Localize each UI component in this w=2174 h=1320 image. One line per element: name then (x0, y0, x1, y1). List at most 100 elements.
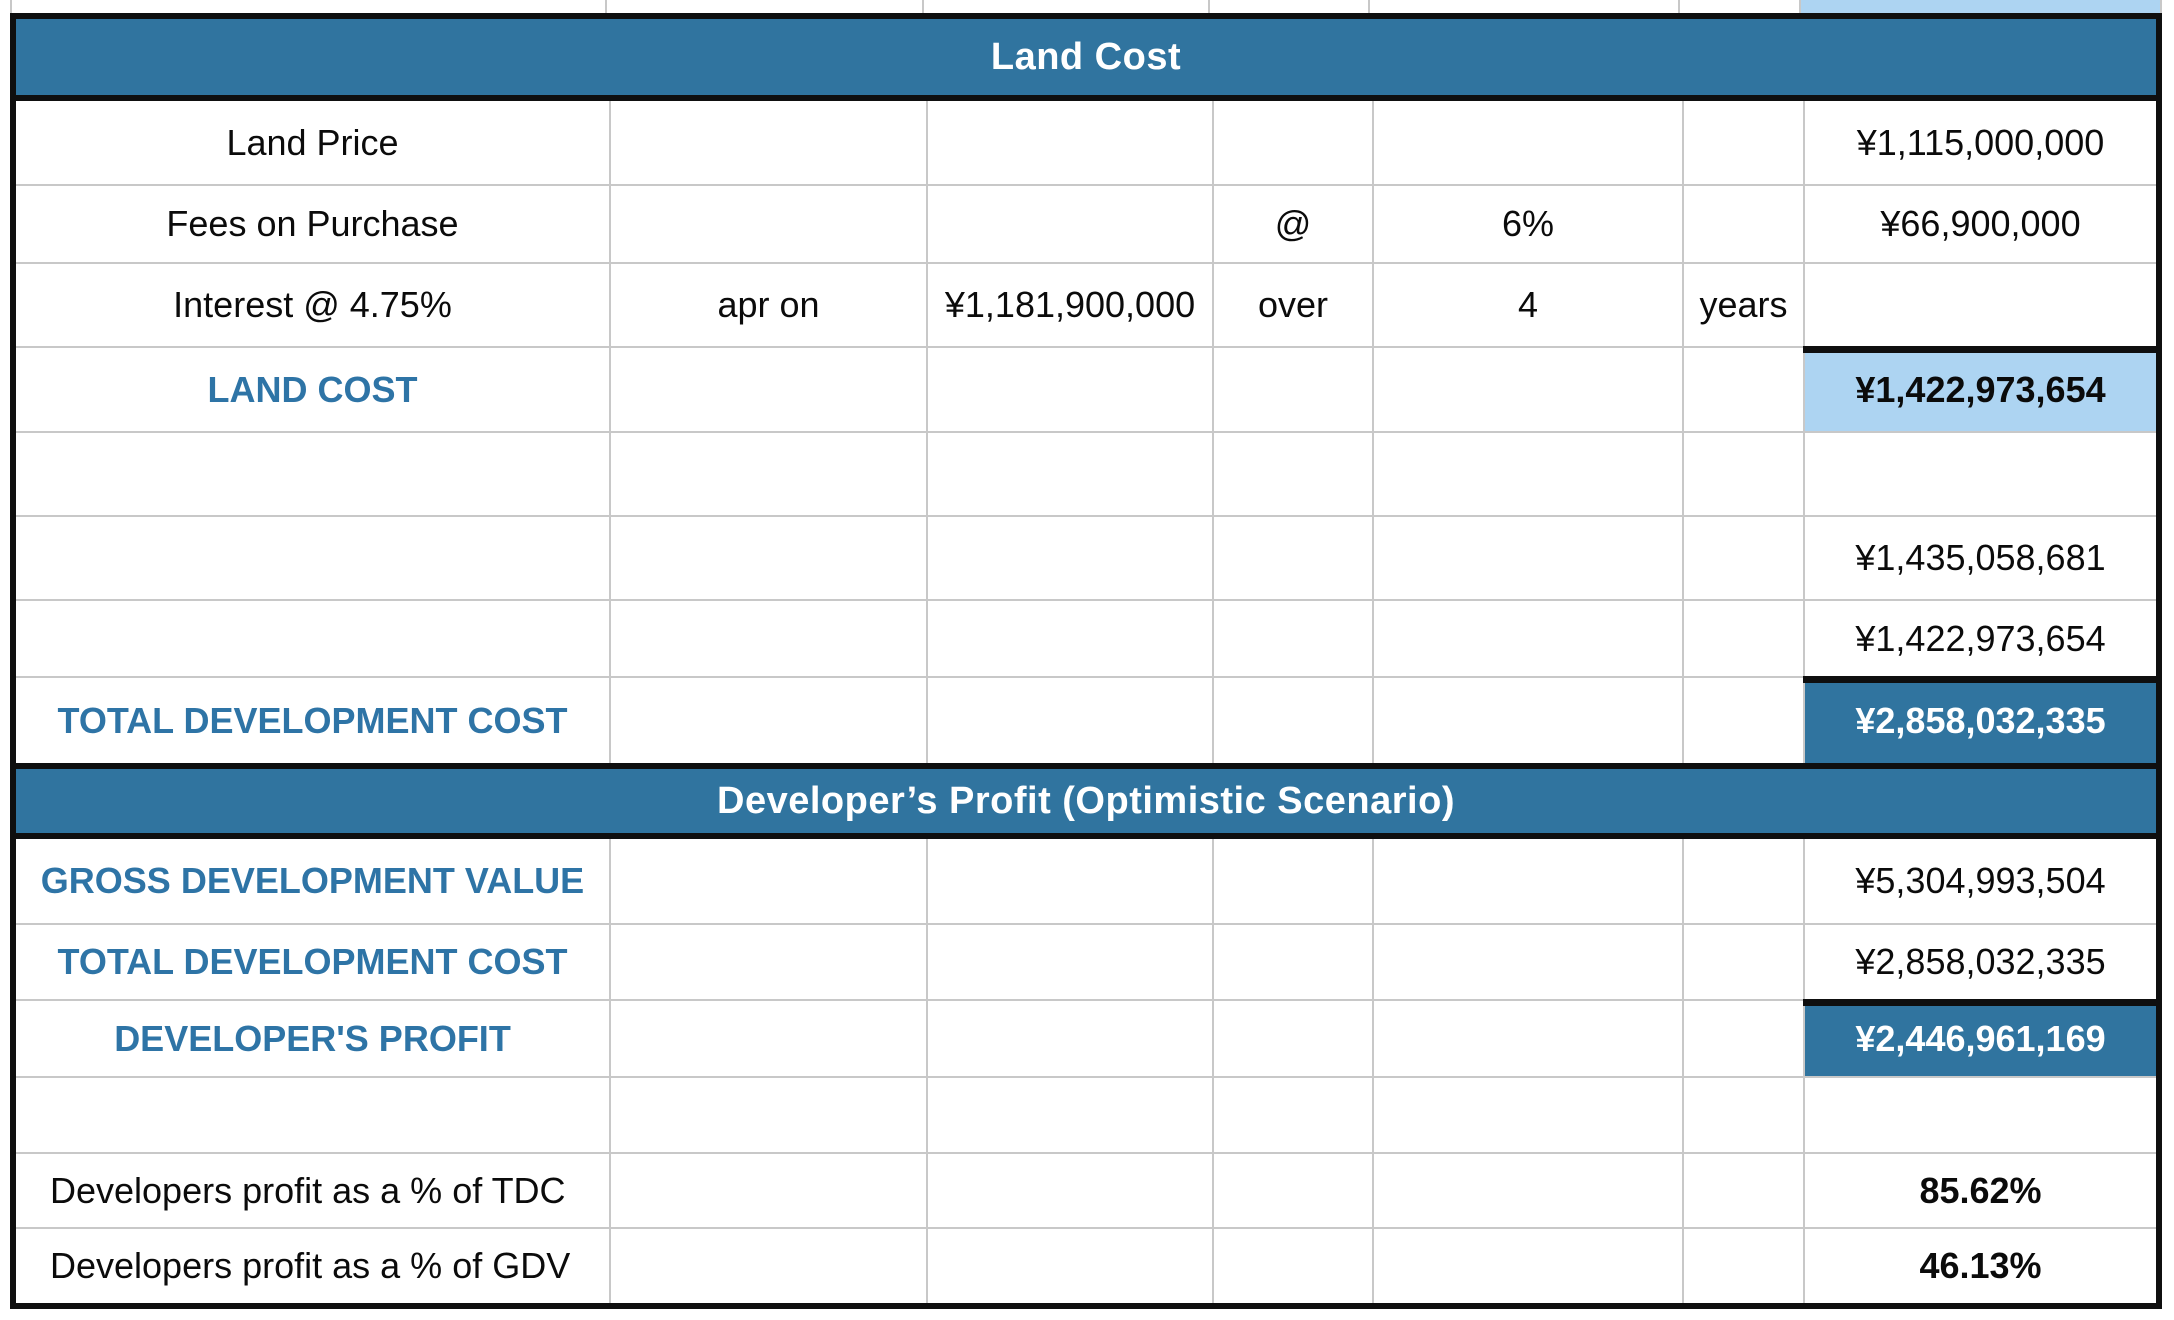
cell-empty[interactable] (1214, 1154, 1374, 1227)
cell-empty[interactable] (928, 101, 1214, 184)
cell-empty[interactable] (1684, 678, 1805, 763)
cell-fees-label[interactable]: Fees on Purchase (16, 186, 611, 262)
cell-partial[interactable] (1680, 0, 1801, 13)
cell-empty[interactable] (1214, 839, 1374, 923)
cell-empty[interactable] (1214, 678, 1374, 763)
cell-interest-unit[interactable]: years (1684, 264, 1805, 346)
cell-empty[interactable] (611, 433, 928, 515)
cell-empty[interactable] (1374, 1001, 1684, 1076)
cell-empty[interactable] (928, 601, 1214, 676)
cell-partial[interactable] (12, 0, 607, 13)
cell-empty[interactable] (1684, 1229, 1805, 1303)
cell-empty[interactable] (1374, 678, 1684, 763)
cell-fees-at[interactable]: @ (1214, 186, 1374, 262)
cell-empty[interactable] (1374, 348, 1684, 431)
cell-gdv-label[interactable]: GROSS DEVELOPMENT VALUE (16, 839, 611, 923)
cell-empty[interactable] (611, 186, 928, 262)
cell-empty[interactable] (1214, 348, 1374, 431)
cell-empty[interactable] (1805, 433, 2156, 515)
cell-empty[interactable] (1684, 517, 1805, 599)
cell-empty[interactable] (611, 1078, 928, 1152)
cell-empty[interactable] (928, 1001, 1214, 1076)
cell-empty[interactable] (611, 101, 928, 184)
cell-empty[interactable] (1374, 517, 1684, 599)
cell-empty[interactable] (1805, 1078, 2156, 1152)
cell-partial[interactable] (607, 0, 924, 13)
cell-pct-gdv-label[interactable]: Developers profit as a % of GDV (16, 1229, 611, 1303)
cell-empty[interactable] (1374, 839, 1684, 923)
cell-tdc2-label[interactable]: TOTAL DEVELOPMENT COST (16, 925, 611, 999)
cell-empty[interactable] (1214, 1229, 1374, 1303)
cell-land-price-value[interactable]: ¥1,115,000,000 (1856, 121, 2105, 163)
cell-empty[interactable] (1684, 1001, 1805, 1076)
cell-empty[interactable] (928, 1229, 1214, 1303)
cell-subtotal-1-value[interactable]: ¥1,435,058,681 (1855, 537, 2106, 578)
cell-partial-highlighted[interactable] (1801, 0, 2160, 13)
cell-empty[interactable] (928, 433, 1214, 515)
cell-profit-label[interactable]: DEVELOPER'S PROFIT (16, 1001, 611, 1076)
cell-pct-tdc-label[interactable]: Developers profit as a % of TDC (16, 1154, 611, 1227)
cell-partial[interactable] (924, 0, 1210, 13)
cell-empty[interactable] (611, 678, 928, 763)
section-header-land-cost[interactable]: Land Cost (16, 19, 2156, 101)
cell-empty[interactable] (1684, 839, 1805, 923)
cell-empty[interactable] (1374, 1154, 1684, 1227)
cell-empty[interactable] (16, 601, 611, 676)
cell-interest-principal[interactable]: ¥1,181,900,000 (928, 264, 1214, 346)
cell-empty[interactable] (928, 1078, 1214, 1152)
cell-empty[interactable] (928, 517, 1214, 599)
cell-land-price-label[interactable]: Land Price (16, 101, 611, 184)
section-header-developers-profit[interactable]: Developer’s Profit (Optimistic Scenario) (16, 763, 2156, 839)
cell-tdc2-value[interactable]: ¥2,858,032,335 (1855, 941, 2106, 982)
cell-empty[interactable] (16, 433, 611, 515)
cell-partial[interactable] (1370, 0, 1680, 13)
cell-interest-term[interactable]: 4 (1374, 264, 1684, 346)
cell-empty[interactable] (1214, 601, 1374, 676)
cell-interest-apr-on[interactable]: apr on (611, 264, 928, 346)
cell-empty[interactable] (928, 678, 1214, 763)
cell-fees-value[interactable]: ¥66,900,000 (1880, 203, 2081, 244)
cell-empty[interactable] (611, 839, 928, 923)
cell-pct-tdc-value[interactable]: 85.62% (1919, 1169, 2042, 1211)
cell-empty[interactable] (1684, 348, 1805, 431)
cell-fees-rate[interactable]: 6% (1374, 186, 1684, 262)
cell-empty[interactable] (928, 1154, 1214, 1227)
cell-empty[interactable] (611, 1154, 928, 1227)
cell-empty[interactable] (1374, 101, 1684, 184)
cell-empty[interactable] (1684, 925, 1805, 999)
cell-empty[interactable] (611, 1001, 928, 1076)
cell-empty[interactable] (611, 1229, 928, 1303)
cell-empty[interactable] (16, 517, 611, 599)
cell-empty[interactable] (1684, 1078, 1805, 1152)
cell-empty[interactable] (611, 348, 928, 431)
cell-pct-gdv-value[interactable]: 46.13% (1919, 1245, 2042, 1286)
cell-empty[interactable] (611, 517, 928, 599)
cell-empty[interactable] (928, 348, 1214, 431)
cell-empty[interactable] (1684, 433, 1805, 515)
cell-empty[interactable] (1214, 101, 1374, 184)
cell-profit-value[interactable]: ¥2,446,961,169 (1803, 999, 2156, 1076)
cell-empty[interactable] (611, 601, 928, 676)
cell-empty[interactable] (1374, 601, 1684, 676)
cell-empty[interactable] (1374, 925, 1684, 999)
cell-empty[interactable] (1214, 517, 1374, 599)
cell-empty[interactable] (1684, 101, 1805, 184)
cell-partial[interactable] (1210, 0, 1370, 13)
cell-interest-over[interactable]: over (1214, 264, 1374, 346)
cell-land-cost-label[interactable]: LAND COST (16, 348, 611, 431)
cell-empty[interactable] (1805, 264, 2156, 346)
cell-tdc-label[interactable]: TOTAL DEVELOPMENT COST (16, 678, 611, 763)
cell-empty[interactable] (1684, 186, 1805, 262)
cell-empty[interactable] (1214, 925, 1374, 999)
cell-interest-label[interactable]: Interest @ 4.75% (16, 264, 611, 346)
cell-subtotal-2-value[interactable]: ¥1,422,973,654 (1855, 617, 2106, 659)
cell-empty[interactable] (928, 186, 1214, 262)
cell-empty[interactable] (16, 1078, 611, 1152)
cell-empty[interactable] (1374, 1078, 1684, 1152)
cell-land-cost-value[interactable]: ¥1,422,973,654 (1803, 346, 2156, 431)
cell-tdc-value[interactable]: ¥2,858,032,335 (1803, 676, 2156, 763)
cell-empty[interactable] (611, 925, 928, 999)
cell-empty[interactable] (1684, 1154, 1805, 1227)
cell-empty[interactable] (1214, 1001, 1374, 1076)
cell-empty[interactable] (1374, 433, 1684, 515)
